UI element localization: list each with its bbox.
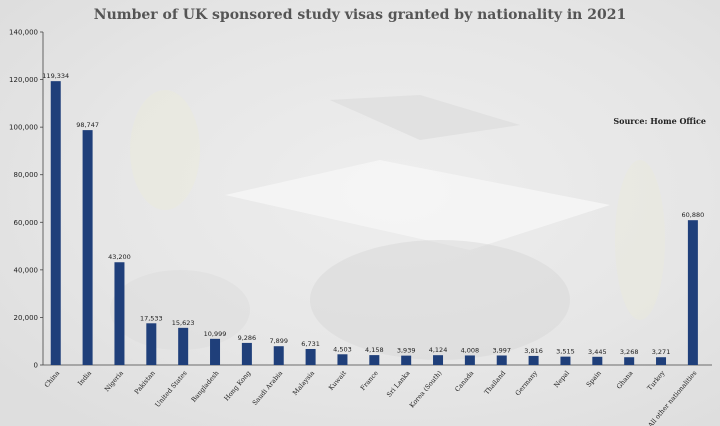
bar <box>178 327 189 365</box>
bar-value-label: 9,286 <box>238 334 257 342</box>
bar-value-label: 3,939 <box>397 347 416 355</box>
bar <box>528 355 539 365</box>
bar-value-label: 4,503 <box>333 345 352 353</box>
bar-value-label: 6,731 <box>301 340 320 348</box>
bar-value-label: 119,334 <box>42 72 69 80</box>
bar <box>592 356 603 365</box>
bar <box>656 357 667 365</box>
bar-value-label: 98,747 <box>76 121 99 129</box>
bar <box>369 355 380 365</box>
bar-value-label: 4,008 <box>461 346 480 354</box>
bar <box>305 348 316 365</box>
bar <box>114 262 125 365</box>
y-tick-label: 60,000 <box>14 219 39 227</box>
bar-value-label: 3,515 <box>556 348 575 356</box>
bars <box>50 81 698 366</box>
y-tick-label: 40,000 <box>14 266 39 274</box>
y-tick-label: 0 <box>34 362 38 370</box>
bar-value-label: 3,997 <box>492 346 511 354</box>
bar-value-label: 60,880 <box>682 211 705 219</box>
bar <box>210 338 221 365</box>
bar <box>624 357 635 365</box>
bar <box>496 355 507 365</box>
bar <box>273 346 284 365</box>
bar <box>241 342 252 365</box>
chart-title: Number of UK sponsored study visas grant… <box>94 7 626 23</box>
bar-value-label: 3,268 <box>620 348 639 356</box>
y-tick-label: 120,000 <box>9 76 38 84</box>
chart-source: Source: Home Office <box>613 116 706 126</box>
bar <box>433 355 444 365</box>
bar <box>337 354 348 365</box>
y-tick-label: 80,000 <box>14 171 39 179</box>
y-tick-label: 100,000 <box>9 124 38 132</box>
bar-value-label: 3,271 <box>652 348 671 356</box>
bar <box>146 323 157 365</box>
bar <box>50 81 61 366</box>
bar-value-label: 3,445 <box>588 348 607 356</box>
bar-value-label: 15,623 <box>172 319 195 327</box>
bar-value-label: 4,124 <box>429 346 448 354</box>
bar <box>82 130 93 365</box>
bar-value-label: 10,999 <box>204 330 227 338</box>
bar-value-label: 4,158 <box>365 346 384 354</box>
bar <box>560 356 571 365</box>
y-tick-label: 20,000 <box>14 314 39 322</box>
bar <box>464 355 475 365</box>
bar <box>401 355 412 365</box>
bar-value-label: 3,816 <box>524 347 543 355</box>
bar-value-label: 43,200 <box>108 253 131 261</box>
y-tick-label: 140,000 <box>9 29 38 37</box>
value-labels: 119,334 98,747 43,200 17,533 15,623 10,999 9,2… <box>42 72 704 356</box>
bar-value-label: 17,533 <box>140 314 163 322</box>
bar-value-label: 7,899 <box>269 337 288 345</box>
bar <box>687 220 698 365</box>
